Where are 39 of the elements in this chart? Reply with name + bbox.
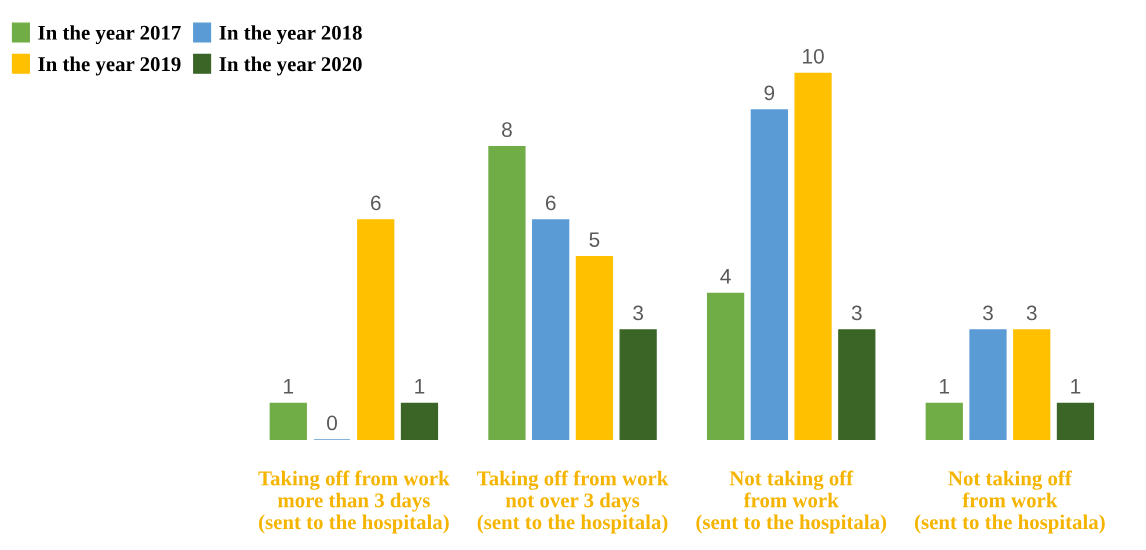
bar	[925, 402, 963, 440]
data-label: 1	[415, 379, 425, 394]
bar	[575, 255, 614, 440]
legend-label: In the year 2019	[38, 56, 181, 76]
data-label: 6	[545, 195, 556, 211]
legend-label: In the year 2017	[38, 25, 181, 45]
legend-label: In the year 2020	[219, 56, 362, 76]
bar	[706, 292, 745, 440]
data-label: 10	[803, 48, 824, 64]
x-tick-label: Not taking off from work (sent to the hospitala)	[915, 470, 1105, 534]
data-label: 5	[589, 232, 600, 247]
data-label: 0	[327, 415, 337, 431]
data-label: 3	[633, 305, 644, 321]
bar	[357, 219, 395, 440]
data-label: 3	[851, 305, 862, 321]
bar	[750, 109, 788, 440]
bar	[488, 145, 526, 440]
bar	[269, 402, 307, 440]
data-label: 6	[371, 195, 381, 211]
bar	[532, 219, 570, 440]
bar	[794, 72, 832, 440]
bar	[838, 329, 876, 440]
bar	[1056, 402, 1095, 440]
data-label: 9	[764, 85, 775, 101]
data-label: 8	[502, 122, 512, 137]
legend-label: In the year 2018	[219, 25, 362, 45]
bar	[400, 402, 439, 440]
bar	[969, 329, 1007, 440]
data-label: 1	[940, 379, 950, 394]
bar	[619, 329, 657, 440]
data-label: 1	[284, 379, 294, 394]
data-label: 3	[1026, 305, 1037, 321]
bar	[1013, 329, 1051, 440]
x-tick-label: Not taking off from work (sent to the hospitala)	[696, 470, 887, 534]
x-tick-label: Taking off from work not over 3 days (sent to the hospitala)	[477, 470, 669, 534]
data-label: 3	[983, 305, 993, 321]
x-tick-label: Taking off from work more than 3 days (sent to the hospitala)	[258, 470, 450, 534]
data-label: 1	[1071, 379, 1081, 394]
data-label: 4	[720, 269, 731, 284]
